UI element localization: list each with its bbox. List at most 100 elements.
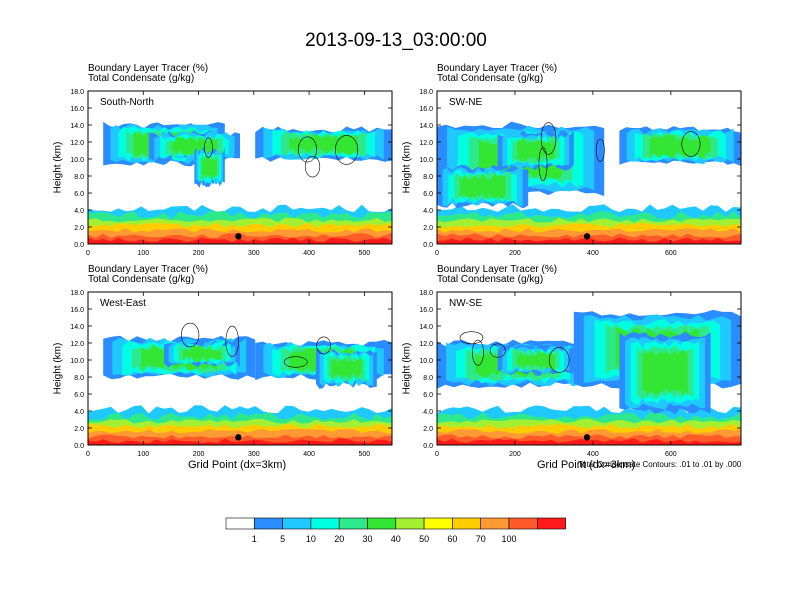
y-tick-label: 18.0 (419, 290, 433, 297)
y-tick-label: 16.0 (419, 106, 433, 113)
x-tick-label: 100 (137, 250, 149, 257)
panel-label-condensate: Total Condensate (g/kg) (437, 73, 544, 84)
x-tick-label: 0 (435, 451, 439, 458)
condensate-contour (204, 137, 213, 158)
y-tick-label: 0.0 (423, 242, 433, 249)
colorbar-swatch (480, 517, 510, 530)
x-tick-label: 0 (435, 250, 439, 257)
y-tick-label: 6.0 (423, 392, 433, 399)
x-tick-label: 200 (193, 451, 205, 458)
x-tick-label: 0 (86, 451, 90, 458)
page-title: 2013-09-13_03:00:00 (305, 30, 487, 51)
colorbar-swatch (423, 517, 453, 530)
colorbar-swatch (395, 517, 425, 530)
cloud-region (202, 156, 218, 180)
cloud-region (642, 350, 688, 396)
y-tick-label: 4.0 (74, 208, 84, 215)
site-marker (235, 434, 242, 441)
site-marker (583, 434, 591, 441)
colorbar-swatch (225, 517, 255, 530)
panel-label-tracer: Boundary Layer Tracer (%) (437, 264, 558, 275)
colorbar-label: 1 (252, 534, 257, 544)
condensate-contour (335, 135, 359, 165)
panel-name: South-North (100, 97, 154, 108)
cross-section-plot: 0.0 2.0 4.0 6.0 8.0 10.0 12.0 14.0 16.0 18.0 0 200 4… (419, 290, 742, 458)
x-tick-label: 500 (359, 451, 371, 458)
colorbar-label: 70 (476, 534, 486, 544)
y-tick-label: 2.0 (74, 426, 84, 433)
condensate-contour (538, 147, 548, 181)
x-tick-label: 600 (665, 451, 677, 458)
condensate-contour (595, 138, 605, 162)
y-tick-label: 18.0 (70, 290, 84, 297)
cloud-region (516, 138, 555, 162)
x-tick-label: 400 (303, 451, 315, 458)
condensate-contour (548, 347, 570, 373)
boundary-layer-band (437, 438, 741, 445)
y-tick-label: 14.0 (419, 123, 433, 130)
x-axis-label: Grid Point (dx=3km) (188, 459, 287, 471)
condensate-contour (298, 136, 317, 163)
colorbar-swatch (282, 517, 312, 530)
y-tick-label: 6.0 (74, 191, 84, 198)
condensate-contour (459, 331, 484, 345)
colorbar-swatch (310, 517, 340, 530)
site-marker (235, 233, 242, 240)
panel-name: West-East (100, 298, 146, 309)
y-tick-label: 14.0 (70, 324, 84, 331)
site-marker (583, 233, 591, 240)
colorbar-label: 10 (306, 534, 316, 544)
y-tick-label: 4.0 (423, 409, 433, 416)
x-tick-label: 400 (587, 250, 599, 257)
colorbar-swatch (254, 517, 283, 530)
x-tick-label: 400 (587, 451, 599, 458)
x-tick-label: 0 (86, 250, 90, 257)
boundary-layer-band (437, 237, 741, 244)
colorbar-swatch (508, 517, 538, 530)
y-tick-label: 12.0 (419, 341, 433, 348)
cloud-region (649, 134, 711, 158)
y-tick-label: 4.0 (423, 208, 433, 215)
condensate-contour (283, 356, 308, 368)
x-tick-label: 200 (509, 250, 521, 257)
boundary-layer-band (88, 438, 392, 445)
colorbar-swatch (536, 517, 566, 530)
y-tick-label: 0.0 (423, 443, 433, 450)
y-tick-label: 10.0 (419, 358, 433, 365)
y-tick-label: 6.0 (74, 392, 84, 399)
cloud-region (171, 136, 218, 156)
cloud-region (183, 345, 221, 363)
panel-name: SW-NE (449, 97, 482, 108)
y-tick-label: 18.0 (70, 89, 84, 96)
colorbar-label: 5 (280, 534, 285, 544)
x-tick-label: 100 (137, 451, 149, 458)
condensate-contour (316, 336, 332, 355)
cloud-region (289, 134, 358, 155)
panel-label-condensate: Total Condensate (g/kg) (88, 274, 195, 285)
y-tick-label: 0.0 (74, 443, 84, 450)
colorbar-label: 30 (362, 534, 372, 544)
y-tick-label: 12.0 (419, 140, 433, 147)
x-tick-label: 400 (303, 250, 315, 257)
colorbar-label: 100 (501, 534, 516, 544)
colorbar-label: 50 (419, 534, 429, 544)
y-tick-label: 0.0 (74, 242, 84, 249)
x-tick-label: 600 (665, 250, 677, 257)
y-tick-label: 14.0 (419, 324, 433, 331)
condensate-contour (489, 343, 506, 358)
colorbar-label: 40 (391, 534, 401, 544)
condensate-contour (304, 155, 321, 178)
x-tick-label: 200 (509, 451, 521, 458)
y-tick-label: 10.0 (419, 157, 433, 164)
condensate-contour (540, 122, 557, 155)
x-tick-label: 500 (359, 250, 371, 257)
y-tick-label: 2.0 (74, 225, 84, 232)
cross-section-plot: 0.0 2.0 4.0 6.0 8.0 10.0 12.0 14.0 16.0 18.0 0 100 2… (70, 290, 393, 458)
condensate-contour (225, 325, 239, 357)
cloud-region (459, 173, 506, 199)
colorbar-label: 60 (447, 534, 457, 544)
colorbar-swatch (367, 517, 397, 530)
y-tick-label: 2.0 (423, 225, 433, 232)
panel-label-tracer: Boundary Layer Tracer (%) (88, 63, 209, 74)
